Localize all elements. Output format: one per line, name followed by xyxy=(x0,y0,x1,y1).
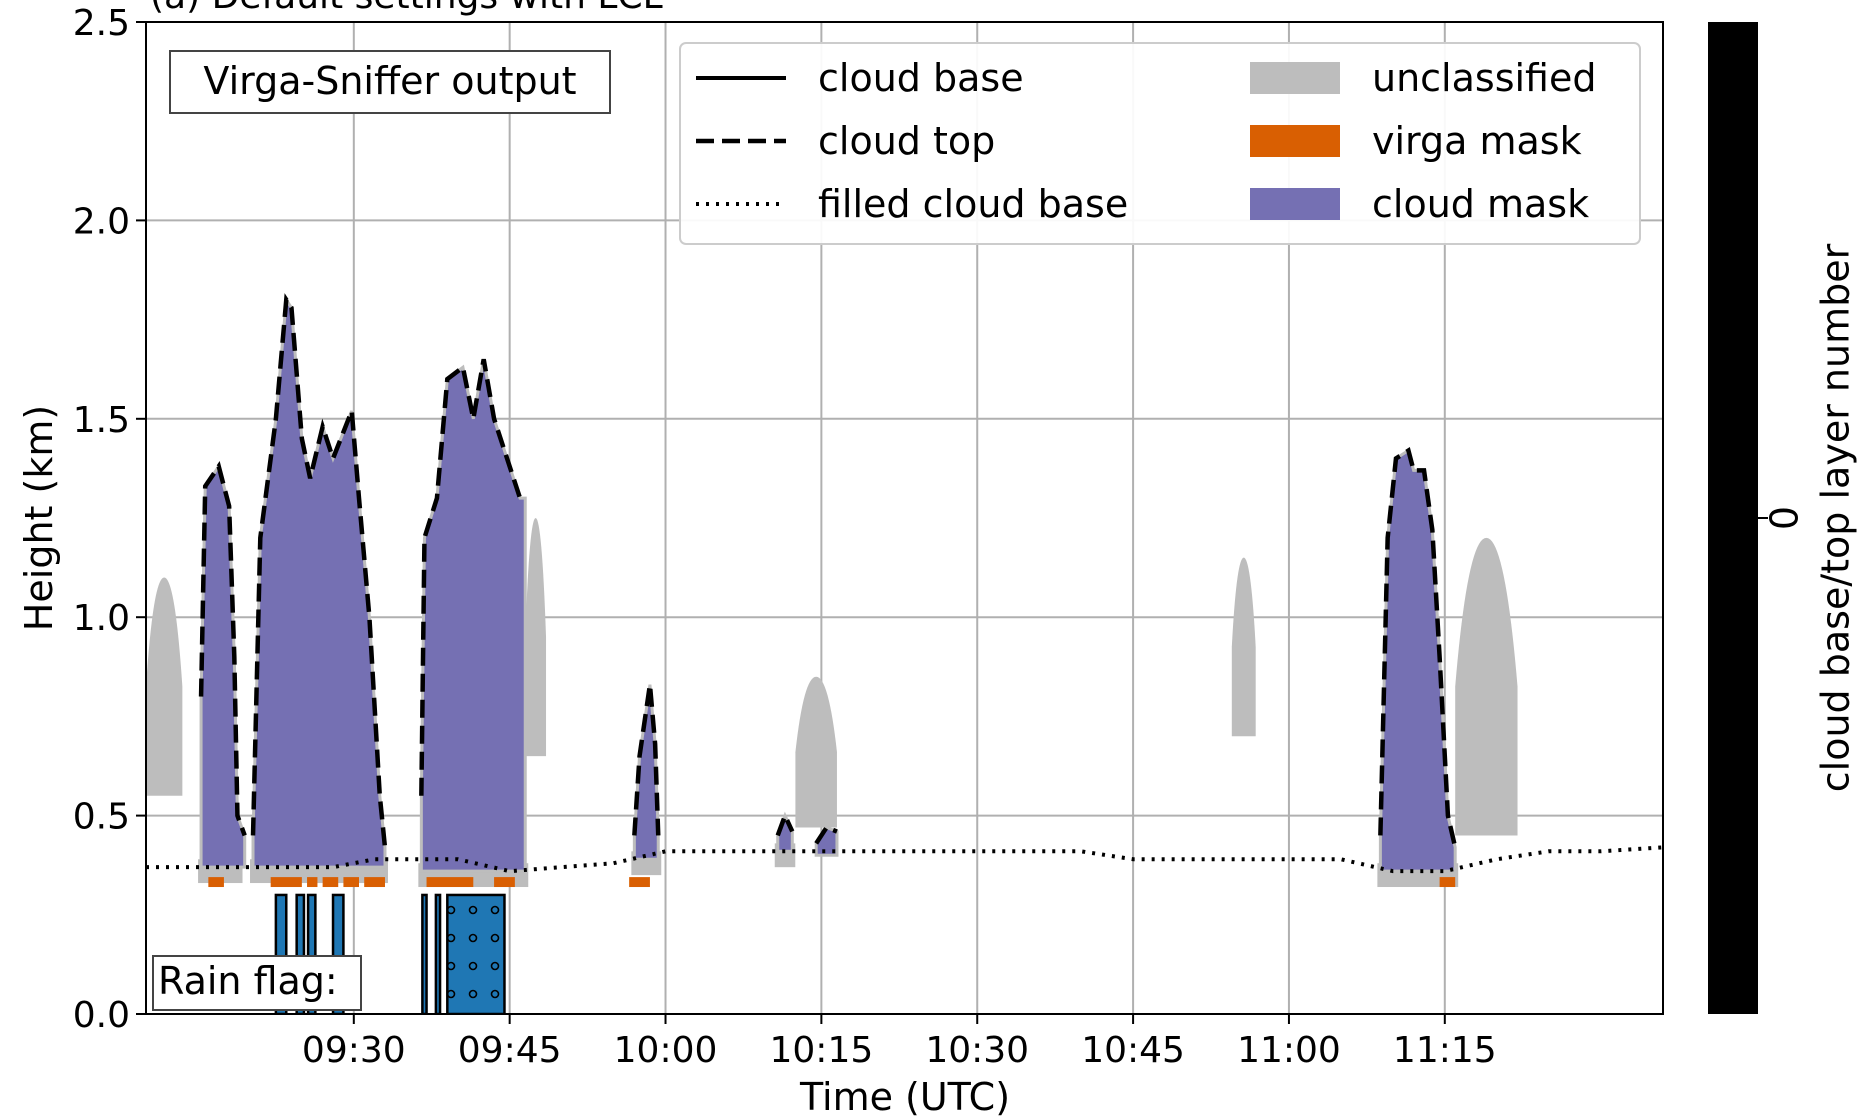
y-tick-label: 1.5 xyxy=(73,400,130,441)
unclassified-region xyxy=(795,676,837,828)
cloud-lines-layer xyxy=(146,293,1663,874)
x-axis-label: Time (UTC) xyxy=(799,1075,1010,1117)
legend-swatch-cloud-mask xyxy=(1250,188,1340,220)
x-tick-label: 10:45 xyxy=(1081,1030,1185,1071)
legend: cloud base cloud top filled cloud base u… xyxy=(679,42,1641,245)
legend-label-cloud-mask: cloud mask xyxy=(1372,182,1589,226)
cloud-top-line xyxy=(632,684,661,836)
legend-label-virga-mask: virga mask xyxy=(1372,119,1582,163)
unclassified-region xyxy=(1455,537,1518,836)
colorbar-label: cloud base/top layer number xyxy=(1814,243,1858,792)
legend-frame xyxy=(679,42,1641,245)
x-tick-label: 11:15 xyxy=(1393,1030,1497,1071)
rain-flag-bar xyxy=(434,893,442,1014)
y-axis-label: Height (km) xyxy=(17,405,61,631)
y-tick-label: 0.5 xyxy=(73,797,130,838)
rain-flag-annotation: Rain flag: xyxy=(152,955,362,1011)
rain-flag-bar xyxy=(295,893,306,1014)
rain-flag-bar xyxy=(306,893,317,1014)
y-tick-label: 2.5 xyxy=(73,3,130,44)
x-tick-label: 10:00 xyxy=(614,1030,718,1071)
legend-label-filled-cloud-base: filled cloud base xyxy=(818,182,1128,226)
virga-mask-segment xyxy=(1439,877,1456,888)
x-tick-label: 09:30 xyxy=(302,1030,406,1071)
y-tick-label: 2.0 xyxy=(73,201,130,242)
rain-flag-bar xyxy=(331,893,345,1014)
virga-mask-layer xyxy=(208,877,1456,888)
virga-mask-segment xyxy=(629,877,650,888)
unclassified-region xyxy=(525,518,547,757)
unclassified-region xyxy=(146,577,183,796)
virga-mask-segment xyxy=(270,877,302,888)
x-axis: 09:30 09:45 10:00 10:15 10:30 10:45 11:00 11:15 xyxy=(302,1014,1497,1071)
cloud-top-line xyxy=(1378,446,1458,848)
legend-label-cloud-top: cloud top xyxy=(818,119,995,163)
cloud-top-line xyxy=(198,461,247,837)
x-tick-label: 09:45 xyxy=(458,1030,562,1071)
x-tick-label: 10:15 xyxy=(770,1030,874,1071)
legend-swatch-unclassified xyxy=(1250,62,1340,94)
virga-mask-segment xyxy=(426,877,474,888)
unclassified-region xyxy=(1231,557,1256,737)
rain-flag-bar xyxy=(274,893,288,1014)
rain-flag-bar xyxy=(421,893,428,1014)
rain-flag-layer xyxy=(274,893,506,1014)
rain-flag-hatch xyxy=(447,894,505,1014)
y-tick-label: 1.0 xyxy=(73,598,130,639)
virga-mask-segment xyxy=(307,877,318,888)
rain-flag-label: Rain flag: xyxy=(158,959,338,1003)
cloud-mask-region xyxy=(814,825,839,857)
plot-frame xyxy=(145,21,1664,1015)
cloud-top-line xyxy=(250,293,388,848)
cloud-mask-layer xyxy=(199,295,1457,873)
virga-mask-segment xyxy=(364,877,385,888)
cloud-top-line xyxy=(814,824,838,845)
plot-area xyxy=(146,293,1663,1014)
colorbar-bar xyxy=(1708,22,1758,1014)
legend-label-cloud-base: cloud base xyxy=(818,56,1024,100)
virga-mask-segment xyxy=(322,877,339,888)
legend-swatch-virga-mask xyxy=(1250,125,1340,157)
x-tick-label: 11:00 xyxy=(1237,1030,1341,1071)
chart-title: (a) Default settings with LCL xyxy=(150,0,663,17)
virga-mask-segment xyxy=(343,877,360,888)
output-annotation: Virga-Sniffer output xyxy=(169,50,611,114)
filled-cloud-base-line xyxy=(146,845,1663,874)
colorbar: 0 cloud base/top layer number xyxy=(1708,22,1858,1014)
output-annotation-text: Virga-Sniffer output xyxy=(203,59,576,103)
virga-mask-segment xyxy=(208,877,224,888)
y-axis: 0.0 0.5 1.0 1.5 2.0 2.5 xyxy=(73,3,146,1036)
x-tick-label: 10:30 xyxy=(925,1030,1029,1071)
colorbar-tick-label: 0 xyxy=(1763,506,1807,530)
y-tick-label: 0.0 xyxy=(73,995,130,1036)
cloud-top-line xyxy=(775,809,795,837)
virga-mask-segment xyxy=(494,877,515,888)
legend-label-unclassified: unclassified xyxy=(1372,56,1597,100)
